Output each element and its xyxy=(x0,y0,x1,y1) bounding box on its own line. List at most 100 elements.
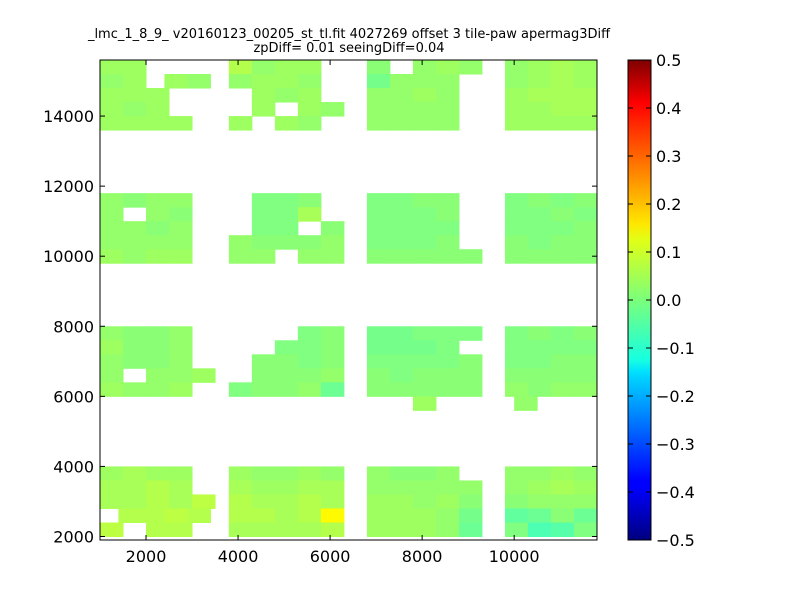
heatmap-cell xyxy=(573,466,598,481)
heatmap-cell xyxy=(366,522,391,537)
heatmap-cell xyxy=(164,508,188,523)
chart-title-line2: zpDiff= 0.01 seeingDiff=0.04 xyxy=(253,41,444,56)
heatmap-cell xyxy=(297,249,322,264)
heatmap-cell xyxy=(389,508,414,523)
colorbar-tick-label: −0.5 xyxy=(656,531,695,550)
heatmap-cell xyxy=(228,60,253,75)
heatmap-cell xyxy=(435,235,460,250)
heatmap-cell xyxy=(389,116,414,131)
heatmap-cell xyxy=(458,60,483,75)
heatmap-cell xyxy=(412,116,437,131)
heatmap-cell xyxy=(527,382,552,397)
heatmap-cell xyxy=(366,326,391,341)
heatmap-cell xyxy=(123,354,147,369)
heatmap-cell xyxy=(458,522,483,537)
heatmap-cell xyxy=(435,382,460,397)
heatmap-cell xyxy=(251,382,276,397)
heatmap-cell xyxy=(100,102,124,117)
heatmap-cell xyxy=(228,494,253,509)
heatmap-cell xyxy=(527,326,552,341)
heatmap-cell xyxy=(527,60,552,75)
heatmap-cell xyxy=(100,235,124,250)
heatmap-cell xyxy=(458,480,483,495)
heatmap-cell xyxy=(458,382,483,397)
heatmap-cell xyxy=(504,326,529,341)
heatmap-cell xyxy=(412,249,437,264)
heatmap-cell xyxy=(100,249,124,264)
heatmap-cell xyxy=(504,207,529,222)
colorbar-tick-label: 0.5 xyxy=(656,51,681,70)
heatmap-cell xyxy=(504,480,529,495)
heatmap-cell xyxy=(504,368,529,383)
x-tick-label: 8000 xyxy=(402,547,443,566)
heatmap-cell xyxy=(192,494,216,509)
heatmap-cell xyxy=(412,235,437,250)
heatmap-cell xyxy=(274,74,299,89)
colorbar-tick-label: −0.3 xyxy=(656,435,695,454)
heatmap-cell xyxy=(550,116,575,131)
heatmap-cell xyxy=(550,88,575,103)
heatmap-cell xyxy=(527,102,552,117)
heatmap-cell xyxy=(146,221,170,236)
heatmap-cell xyxy=(366,116,391,131)
heatmap-cell xyxy=(504,88,529,103)
heatmap-cell xyxy=(146,354,170,369)
heatmap-cell xyxy=(297,382,322,397)
heatmap-cell xyxy=(550,326,575,341)
colorbar-tick-label: 0.4 xyxy=(656,99,681,118)
heatmap-cell xyxy=(320,235,345,250)
heatmap-cell xyxy=(366,368,391,383)
heatmap-cell xyxy=(573,382,598,397)
chart-title-line1: _lmc_1_8_9_ v20160123_00205_st_tl.fit 40… xyxy=(87,27,611,42)
colorbar-tick-label: 0.1 xyxy=(656,243,681,262)
heatmap-cell xyxy=(458,249,483,264)
heatmap-cell xyxy=(435,368,460,383)
heatmap-cell xyxy=(100,340,124,355)
heatmap-cell xyxy=(573,508,598,523)
heatmap-cell xyxy=(366,207,391,222)
heatmap-cell xyxy=(366,60,391,75)
heatmap-cell xyxy=(389,235,414,250)
heatmap-cell xyxy=(146,102,170,117)
heatmap-cell xyxy=(251,221,276,236)
heatmap-cell xyxy=(297,102,322,117)
heatmap-cell xyxy=(320,466,345,481)
heatmap-cell xyxy=(169,480,193,495)
heatmap-cell xyxy=(573,249,598,264)
heatmap-cell xyxy=(504,382,529,397)
heatmap-cell xyxy=(251,207,276,222)
heatmap-cell xyxy=(435,494,460,509)
y-tick-label: 8000 xyxy=(53,317,94,336)
heatmap-cell xyxy=(527,522,552,537)
heatmap-cell xyxy=(228,522,253,537)
heatmap-cell xyxy=(297,494,322,509)
heatmap-cell xyxy=(169,354,193,369)
heatmap-cell xyxy=(389,480,414,495)
heatmap-cell xyxy=(412,508,437,523)
heatmap-cell xyxy=(251,235,276,250)
heatmap-cell xyxy=(435,88,460,103)
heatmap-cell xyxy=(169,235,193,250)
heatmap-cell xyxy=(123,116,147,131)
heatmap-cell xyxy=(274,382,299,397)
heatmap-cell xyxy=(389,88,414,103)
heatmap-cell xyxy=(389,494,414,509)
heatmap-cell xyxy=(123,221,147,236)
heatmap-cell xyxy=(504,508,529,523)
heatmap-cell xyxy=(412,102,437,117)
heatmap-cell xyxy=(573,221,598,236)
x-tick-label: 4000 xyxy=(218,547,259,566)
heatmap-cell xyxy=(123,249,147,264)
heatmap-cell xyxy=(435,508,460,523)
heatmap-cell xyxy=(274,368,299,383)
heatmap-cell xyxy=(389,354,414,369)
heatmap-cell xyxy=(412,60,437,75)
heatmap-cell xyxy=(366,480,391,495)
heatmap-cell xyxy=(550,480,575,495)
heatmap-cell xyxy=(458,508,483,523)
heatmap-cell xyxy=(389,74,414,89)
heatmap-cell xyxy=(435,466,460,481)
heatmap-cell xyxy=(412,396,437,411)
heatmap-cell xyxy=(527,354,552,369)
heatmap-cell xyxy=(297,340,322,355)
